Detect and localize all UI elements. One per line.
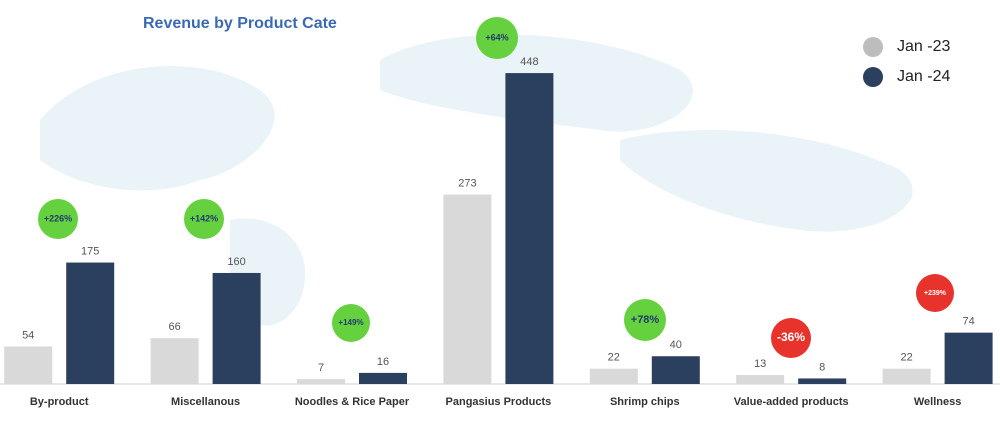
change-badge-label: +64% xyxy=(485,32,508,42)
legend-marker xyxy=(863,37,883,57)
change-badge xyxy=(624,299,666,341)
bar xyxy=(150,338,199,384)
value-label: 54 xyxy=(22,329,34,341)
legend-label: Jan -23 xyxy=(897,38,950,55)
x-tick-label: Value-added products xyxy=(734,396,849,408)
x-tick-label: By-product xyxy=(30,396,89,408)
value-label: 448 xyxy=(520,56,538,68)
value-label: 40 xyxy=(670,339,682,351)
change-badge xyxy=(38,199,78,239)
value-label: 160 xyxy=(227,256,245,268)
value-label: 13 xyxy=(754,358,766,370)
value-label: 22 xyxy=(608,352,620,364)
background-map xyxy=(40,34,913,326)
bar xyxy=(443,194,492,384)
x-tick-label: Miscellanous xyxy=(171,396,240,408)
change-badge-label: +239% xyxy=(924,290,947,297)
bar xyxy=(798,378,847,384)
x-tick-label: Pangasius Products xyxy=(446,396,552,408)
value-label: 273 xyxy=(458,177,476,189)
value-label: 7 xyxy=(318,362,324,374)
map-shape xyxy=(40,66,275,191)
x-tick-label: Shrimp chips xyxy=(610,396,680,408)
change-badge-label: +226% xyxy=(44,213,72,223)
change-badge-label: +78% xyxy=(631,314,660,326)
change-badge xyxy=(771,318,811,358)
bar xyxy=(589,368,638,384)
x-tick-label: Noodles & Rice Paper xyxy=(295,396,410,408)
bar xyxy=(4,346,53,384)
change-badge xyxy=(184,199,224,239)
legend-label: Jan -24 xyxy=(897,68,950,85)
value-label: 22 xyxy=(900,352,912,364)
change-badge-label: +149% xyxy=(338,318,363,327)
bar xyxy=(297,379,345,384)
bar xyxy=(651,356,700,384)
bar xyxy=(359,372,407,384)
bar xyxy=(212,272,261,384)
value-label: 74 xyxy=(962,316,974,328)
change-badge xyxy=(916,274,954,312)
bar xyxy=(66,262,115,384)
value-label: 8 xyxy=(819,361,825,373)
bar xyxy=(736,374,785,384)
change-badge xyxy=(332,304,370,342)
legend-marker xyxy=(863,67,883,87)
map-shape xyxy=(620,130,913,232)
value-label: 175 xyxy=(81,245,99,257)
bar xyxy=(944,332,993,384)
change-badge-label: +142% xyxy=(190,213,218,223)
x-tick-label: Wellness xyxy=(914,396,962,408)
bar xyxy=(882,368,931,384)
chart-title: Revenue by Product Cate xyxy=(143,15,337,32)
change-badge xyxy=(476,17,518,59)
value-label: 16 xyxy=(377,356,389,368)
change-badge-label: -36% xyxy=(777,330,805,344)
bar xyxy=(505,73,554,384)
value-label: 66 xyxy=(168,321,180,333)
